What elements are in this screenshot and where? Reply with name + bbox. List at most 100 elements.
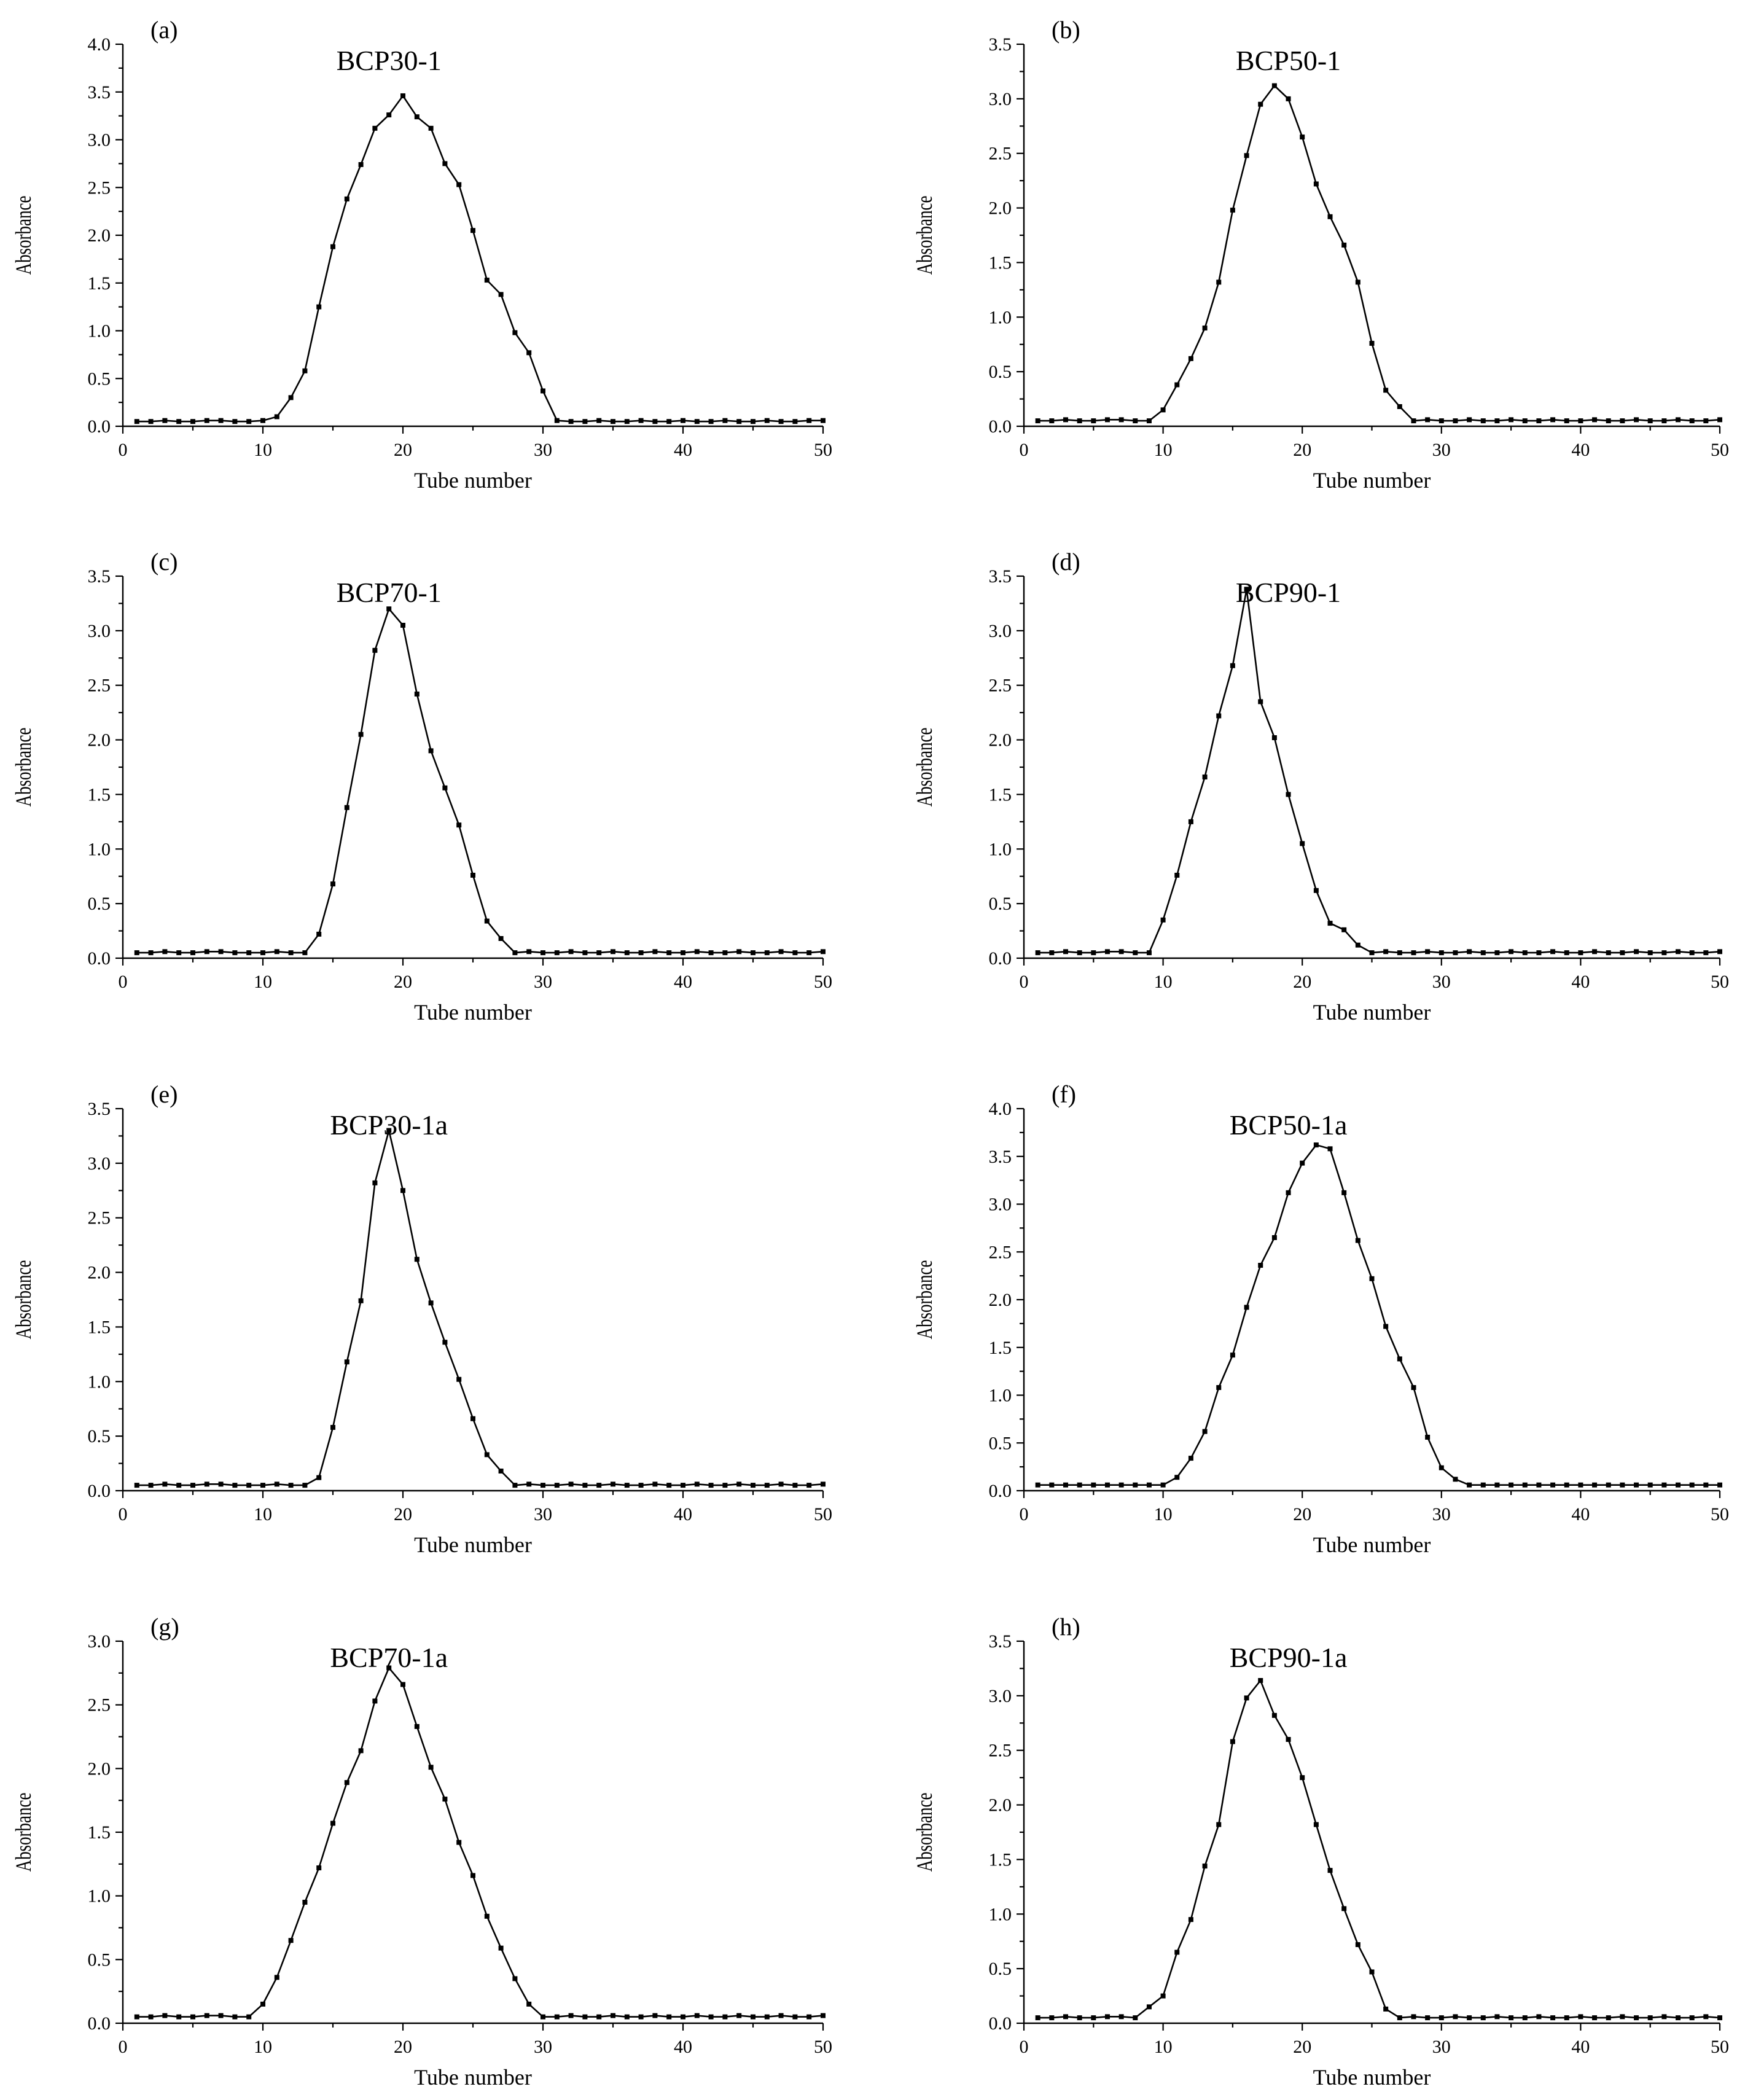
chart-panel: 0.0 0.5 1.0 1.5 2.0 2.5 3.0 3.5 0 10 20 30 40 50 Tube … bbox=[912, 16, 1729, 493]
data-point bbox=[134, 1483, 139, 1488]
x-axis-title: Tube number bbox=[1313, 1532, 1431, 1557]
data-point bbox=[1327, 921, 1333, 926]
data-point bbox=[764, 2014, 770, 2020]
series-line bbox=[1037, 1144, 1720, 1486]
y-tick-label: 2.5 bbox=[88, 1695, 111, 1716]
y-tick-label: 3.0 bbox=[989, 89, 1012, 109]
data-point bbox=[1327, 214, 1333, 219]
y-tick-label: 3.5 bbox=[88, 82, 111, 103]
data-point bbox=[1397, 950, 1402, 956]
data-point bbox=[1494, 418, 1500, 424]
data-point bbox=[148, 950, 154, 956]
data-point bbox=[1634, 417, 1639, 423]
data-point bbox=[1676, 1482, 1681, 1488]
data-point bbox=[1634, 949, 1639, 954]
y-tick-label: 3.5 bbox=[989, 566, 1012, 587]
data-point bbox=[1160, 1993, 1166, 1999]
data-point bbox=[1355, 279, 1360, 285]
y-tick-label: 3.0 bbox=[989, 1686, 1012, 1706]
data-point bbox=[1286, 1736, 1291, 1742]
series-line bbox=[1037, 589, 1720, 954]
data-point bbox=[1536, 950, 1542, 956]
data-point bbox=[792, 1483, 798, 1488]
y-tick-label: 0.0 bbox=[989, 1481, 1012, 1501]
chart-panel: 0.0 0.5 1.0 1.5 2.0 2.5 3.0 3.5 0 10 20 30 40 50 Tube … bbox=[11, 1080, 832, 1557]
data-point bbox=[1188, 819, 1193, 824]
data-point bbox=[821, 949, 826, 954]
x-tick-label: 20 bbox=[394, 2037, 412, 2057]
data-point bbox=[624, 2014, 630, 2020]
x-tick-label: 50 bbox=[814, 1504, 832, 1524]
data-point bbox=[316, 1865, 322, 1871]
data-point bbox=[1133, 1482, 1138, 1488]
y-tick-label: 2.0 bbox=[88, 225, 111, 246]
data-point bbox=[1355, 942, 1360, 948]
y-tick-label: 0.5 bbox=[88, 1426, 111, 1446]
y-tick-label: 3.0 bbox=[88, 621, 111, 641]
x-tick-label: 10 bbox=[1154, 972, 1173, 992]
data-point bbox=[246, 950, 252, 956]
data-point bbox=[1216, 1385, 1222, 1391]
chart-panel: 0.0 0.5 1.0 1.5 2.0 2.5 3.0 3.5 4.0 0 10 20 30 40 50 Tu… bbox=[912, 1080, 1729, 1557]
data-point bbox=[330, 1821, 335, 1826]
data-point bbox=[1063, 417, 1068, 423]
data-point bbox=[1104, 1482, 1110, 1488]
data-point bbox=[470, 872, 475, 878]
data-point bbox=[204, 949, 209, 954]
data-point bbox=[666, 1483, 672, 1488]
data-point bbox=[1118, 949, 1124, 954]
data-point bbox=[582, 950, 588, 956]
chart-title: BCP90-1a bbox=[1230, 1642, 1348, 1673]
y-tick-label: 3.0 bbox=[88, 1153, 111, 1174]
data-point bbox=[764, 1483, 770, 1488]
data-point bbox=[162, 2013, 168, 2018]
data-point bbox=[1118, 417, 1124, 423]
data-point bbox=[414, 691, 420, 697]
data-point bbox=[694, 419, 700, 424]
data-point bbox=[1271, 1235, 1277, 1240]
data-point bbox=[554, 418, 560, 423]
data-point bbox=[148, 1483, 154, 1488]
data-point bbox=[1509, 949, 1514, 954]
data-point bbox=[1647, 1482, 1653, 1488]
data-point bbox=[274, 414, 279, 420]
data-point bbox=[554, 1483, 560, 1488]
x-axis-title: Tube number bbox=[414, 1532, 532, 1557]
y-tick-label: 0.5 bbox=[88, 1950, 111, 1970]
y-tick-label: 0.0 bbox=[88, 416, 111, 437]
x-tick-label: 0 bbox=[1020, 2037, 1029, 2057]
data-point bbox=[1286, 96, 1291, 101]
data-point bbox=[1509, 1482, 1514, 1488]
data-point bbox=[204, 418, 209, 423]
data-point bbox=[1536, 418, 1542, 424]
data-point bbox=[611, 949, 615, 954]
data-point bbox=[1202, 1864, 1208, 1869]
data-point bbox=[1133, 418, 1138, 424]
data-point bbox=[288, 395, 294, 400]
data-point bbox=[372, 1180, 378, 1185]
x-tick-label: 10 bbox=[254, 440, 272, 460]
data-point bbox=[1077, 950, 1082, 956]
data-point bbox=[1313, 1142, 1319, 1148]
y-tick-label: 2.5 bbox=[989, 144, 1012, 164]
y-tick-label: 1.0 bbox=[88, 321, 111, 342]
data-point bbox=[512, 1976, 518, 1981]
data-point bbox=[624, 419, 630, 424]
y-axis-title: Absorbance bbox=[912, 196, 937, 275]
data-point bbox=[1411, 418, 1416, 424]
data-point bbox=[484, 1452, 490, 1458]
data-point bbox=[652, 419, 658, 424]
data-point bbox=[1049, 2015, 1055, 2021]
data-point bbox=[708, 1483, 714, 1488]
y-axis-title: Absorbance bbox=[912, 1793, 937, 1872]
data-point bbox=[1453, 418, 1458, 424]
data-point bbox=[1411, 950, 1416, 956]
data-point bbox=[596, 950, 602, 956]
data-point bbox=[694, 2013, 700, 2018]
x-tick-label: 20 bbox=[1293, 972, 1311, 992]
y-tick-label: 3.0 bbox=[989, 621, 1012, 641]
data-point bbox=[1480, 2015, 1486, 2021]
data-point bbox=[288, 1938, 294, 1943]
data-point bbox=[1049, 950, 1055, 956]
y-axis-title: Absorbance bbox=[11, 196, 36, 275]
